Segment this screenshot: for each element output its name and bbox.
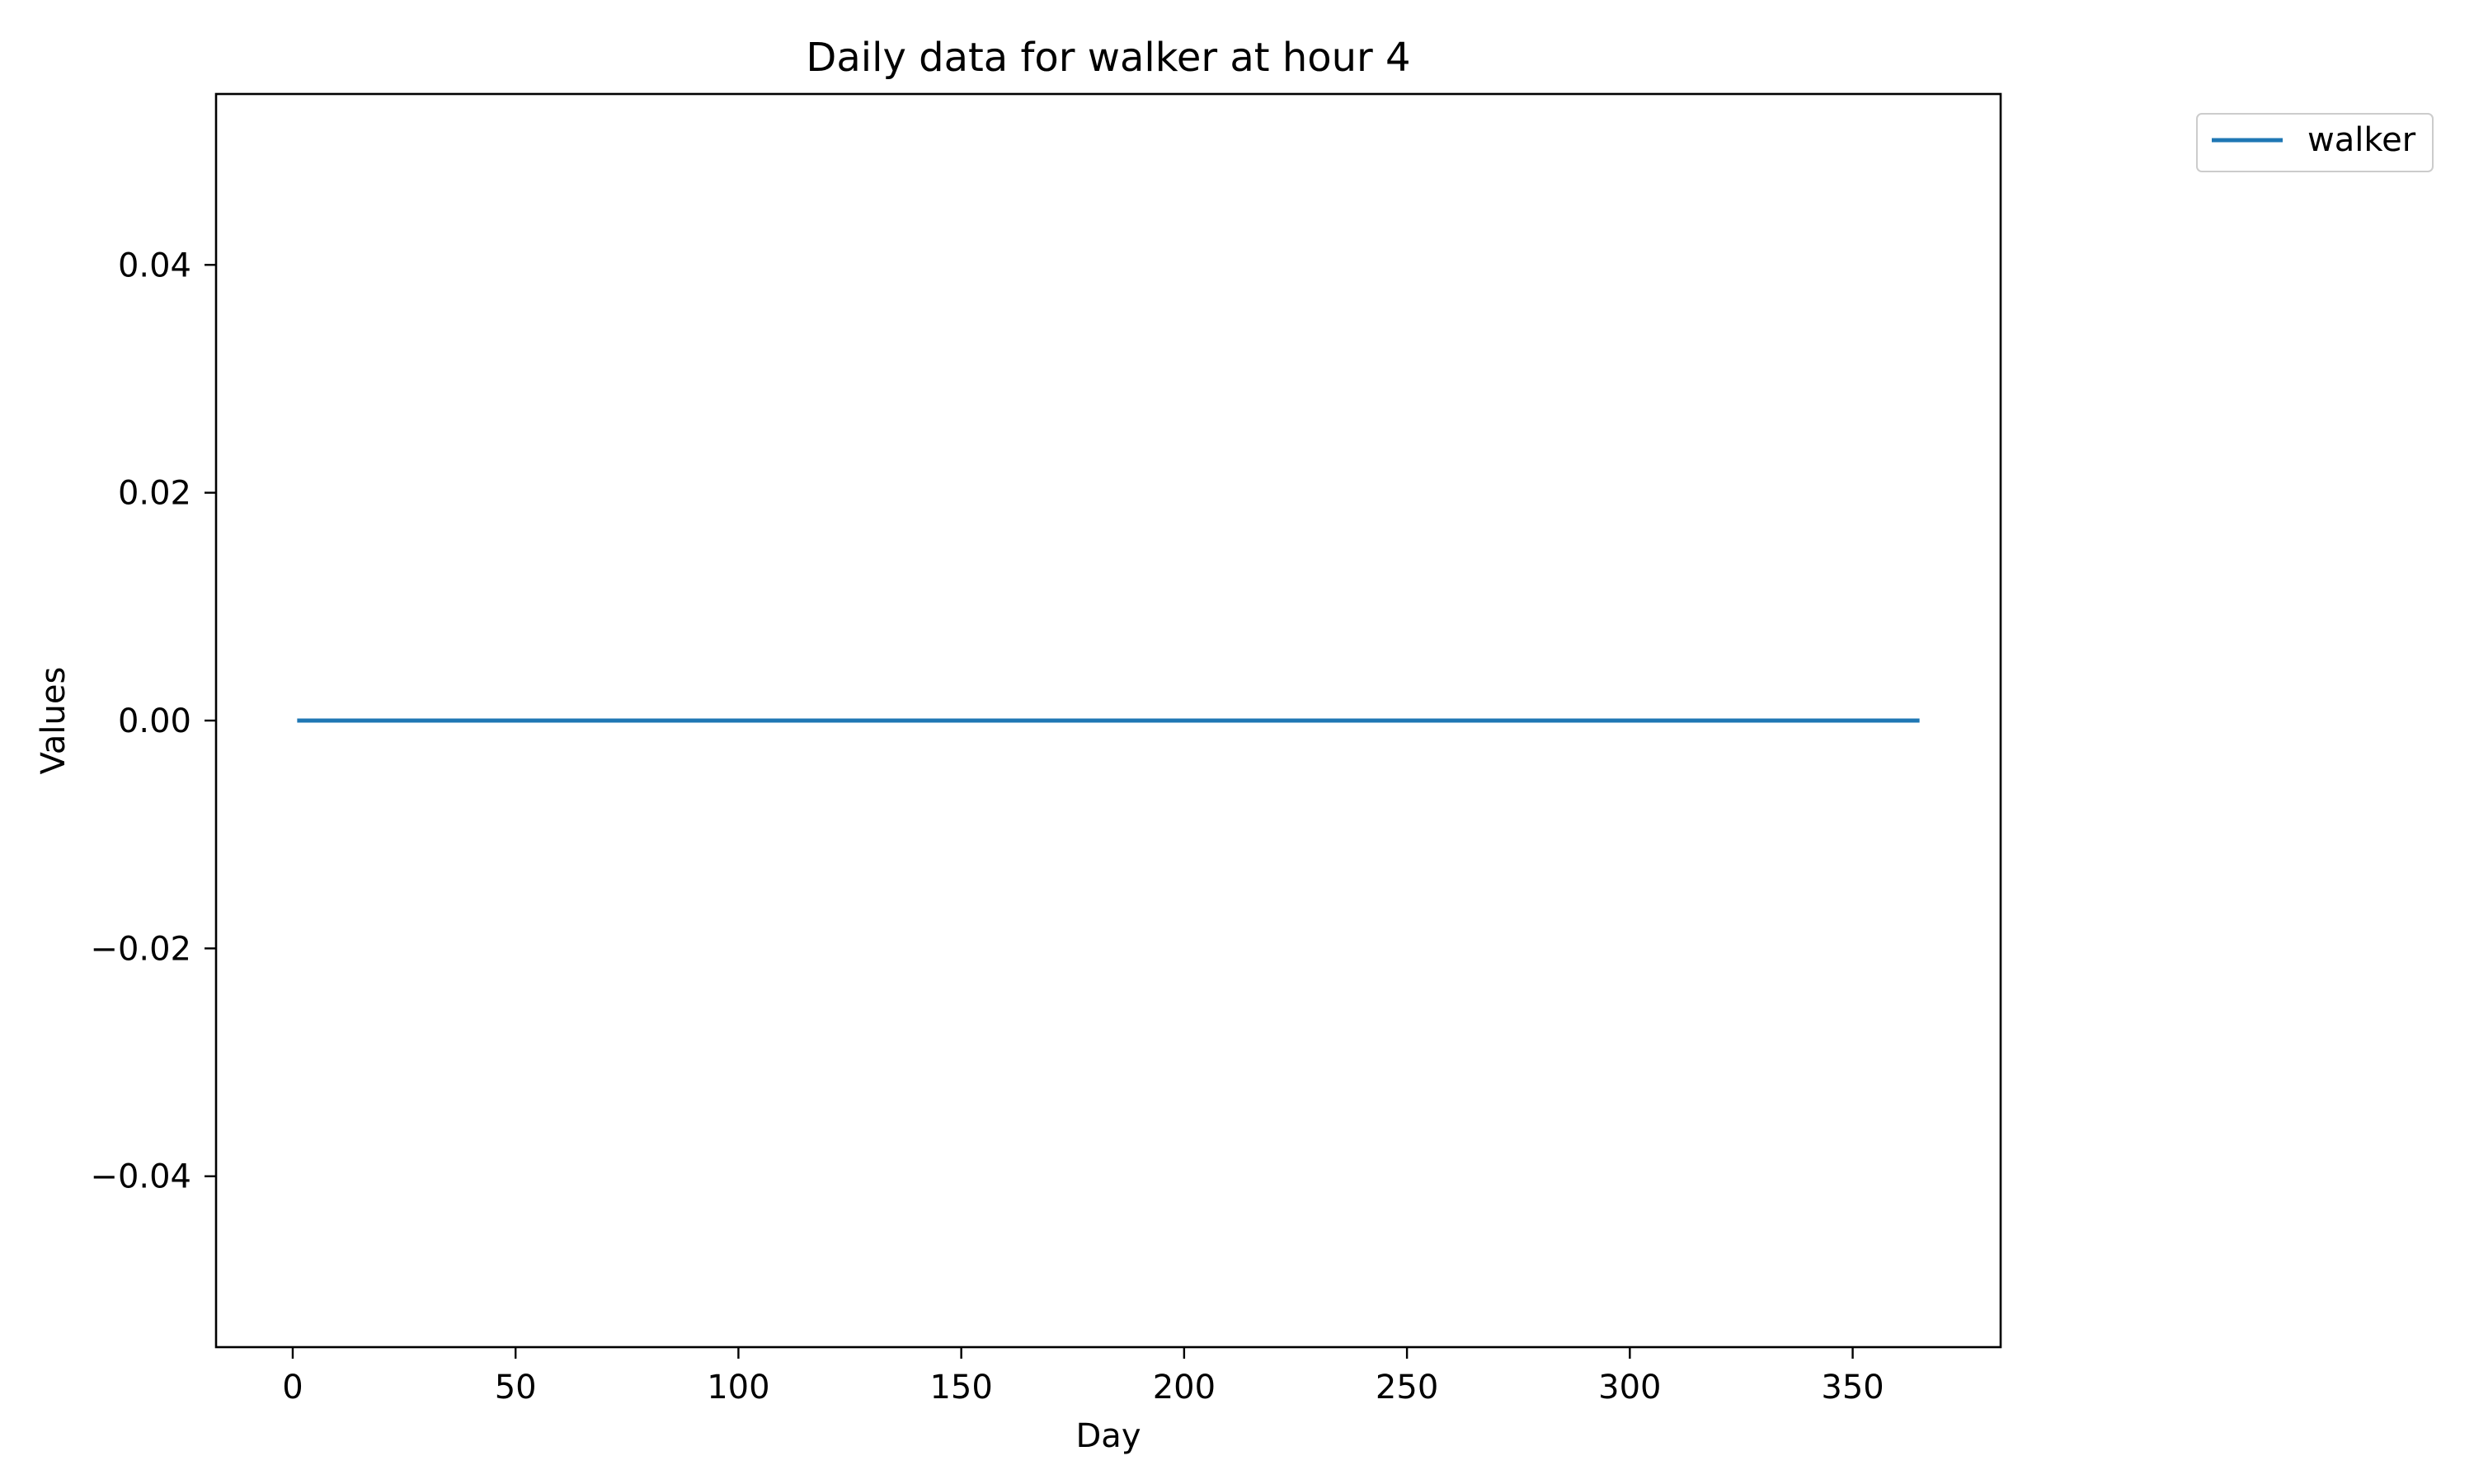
x-tick-label: 250 xyxy=(1376,1369,1438,1407)
y-tick-label: 0.04 xyxy=(118,247,191,284)
y-axis-label: Values xyxy=(35,667,73,775)
legend: walker xyxy=(2196,113,2434,172)
x-tick-label: 200 xyxy=(1153,1369,1216,1407)
legend-box xyxy=(2196,113,2434,172)
x-axis-label: Day xyxy=(1076,1417,1141,1455)
y-axis-ticks: 0.04 0.02 0.00 −0.02 −0.04 xyxy=(90,247,216,1196)
chart-title: Daily data for walker at hour 4 xyxy=(806,35,1410,81)
x-tick-label: 350 xyxy=(1821,1369,1884,1407)
y-tick-label: 0.00 xyxy=(118,702,191,740)
y-tick-label: −0.04 xyxy=(90,1158,191,1196)
x-tick-label: 50 xyxy=(495,1369,537,1407)
y-tick-label: 0.02 xyxy=(118,475,191,513)
x-tick-label: 100 xyxy=(707,1369,769,1407)
x-tick-label: 0 xyxy=(282,1369,303,1407)
x-tick-label: 300 xyxy=(1598,1369,1661,1407)
x-axis-ticks: 0 50 100 150 200 250 300 350 xyxy=(282,1347,1884,1407)
y-tick-label: −0.02 xyxy=(90,930,191,968)
legend-label-walker: walker xyxy=(2307,121,2416,159)
x-tick-label: 150 xyxy=(929,1369,992,1407)
